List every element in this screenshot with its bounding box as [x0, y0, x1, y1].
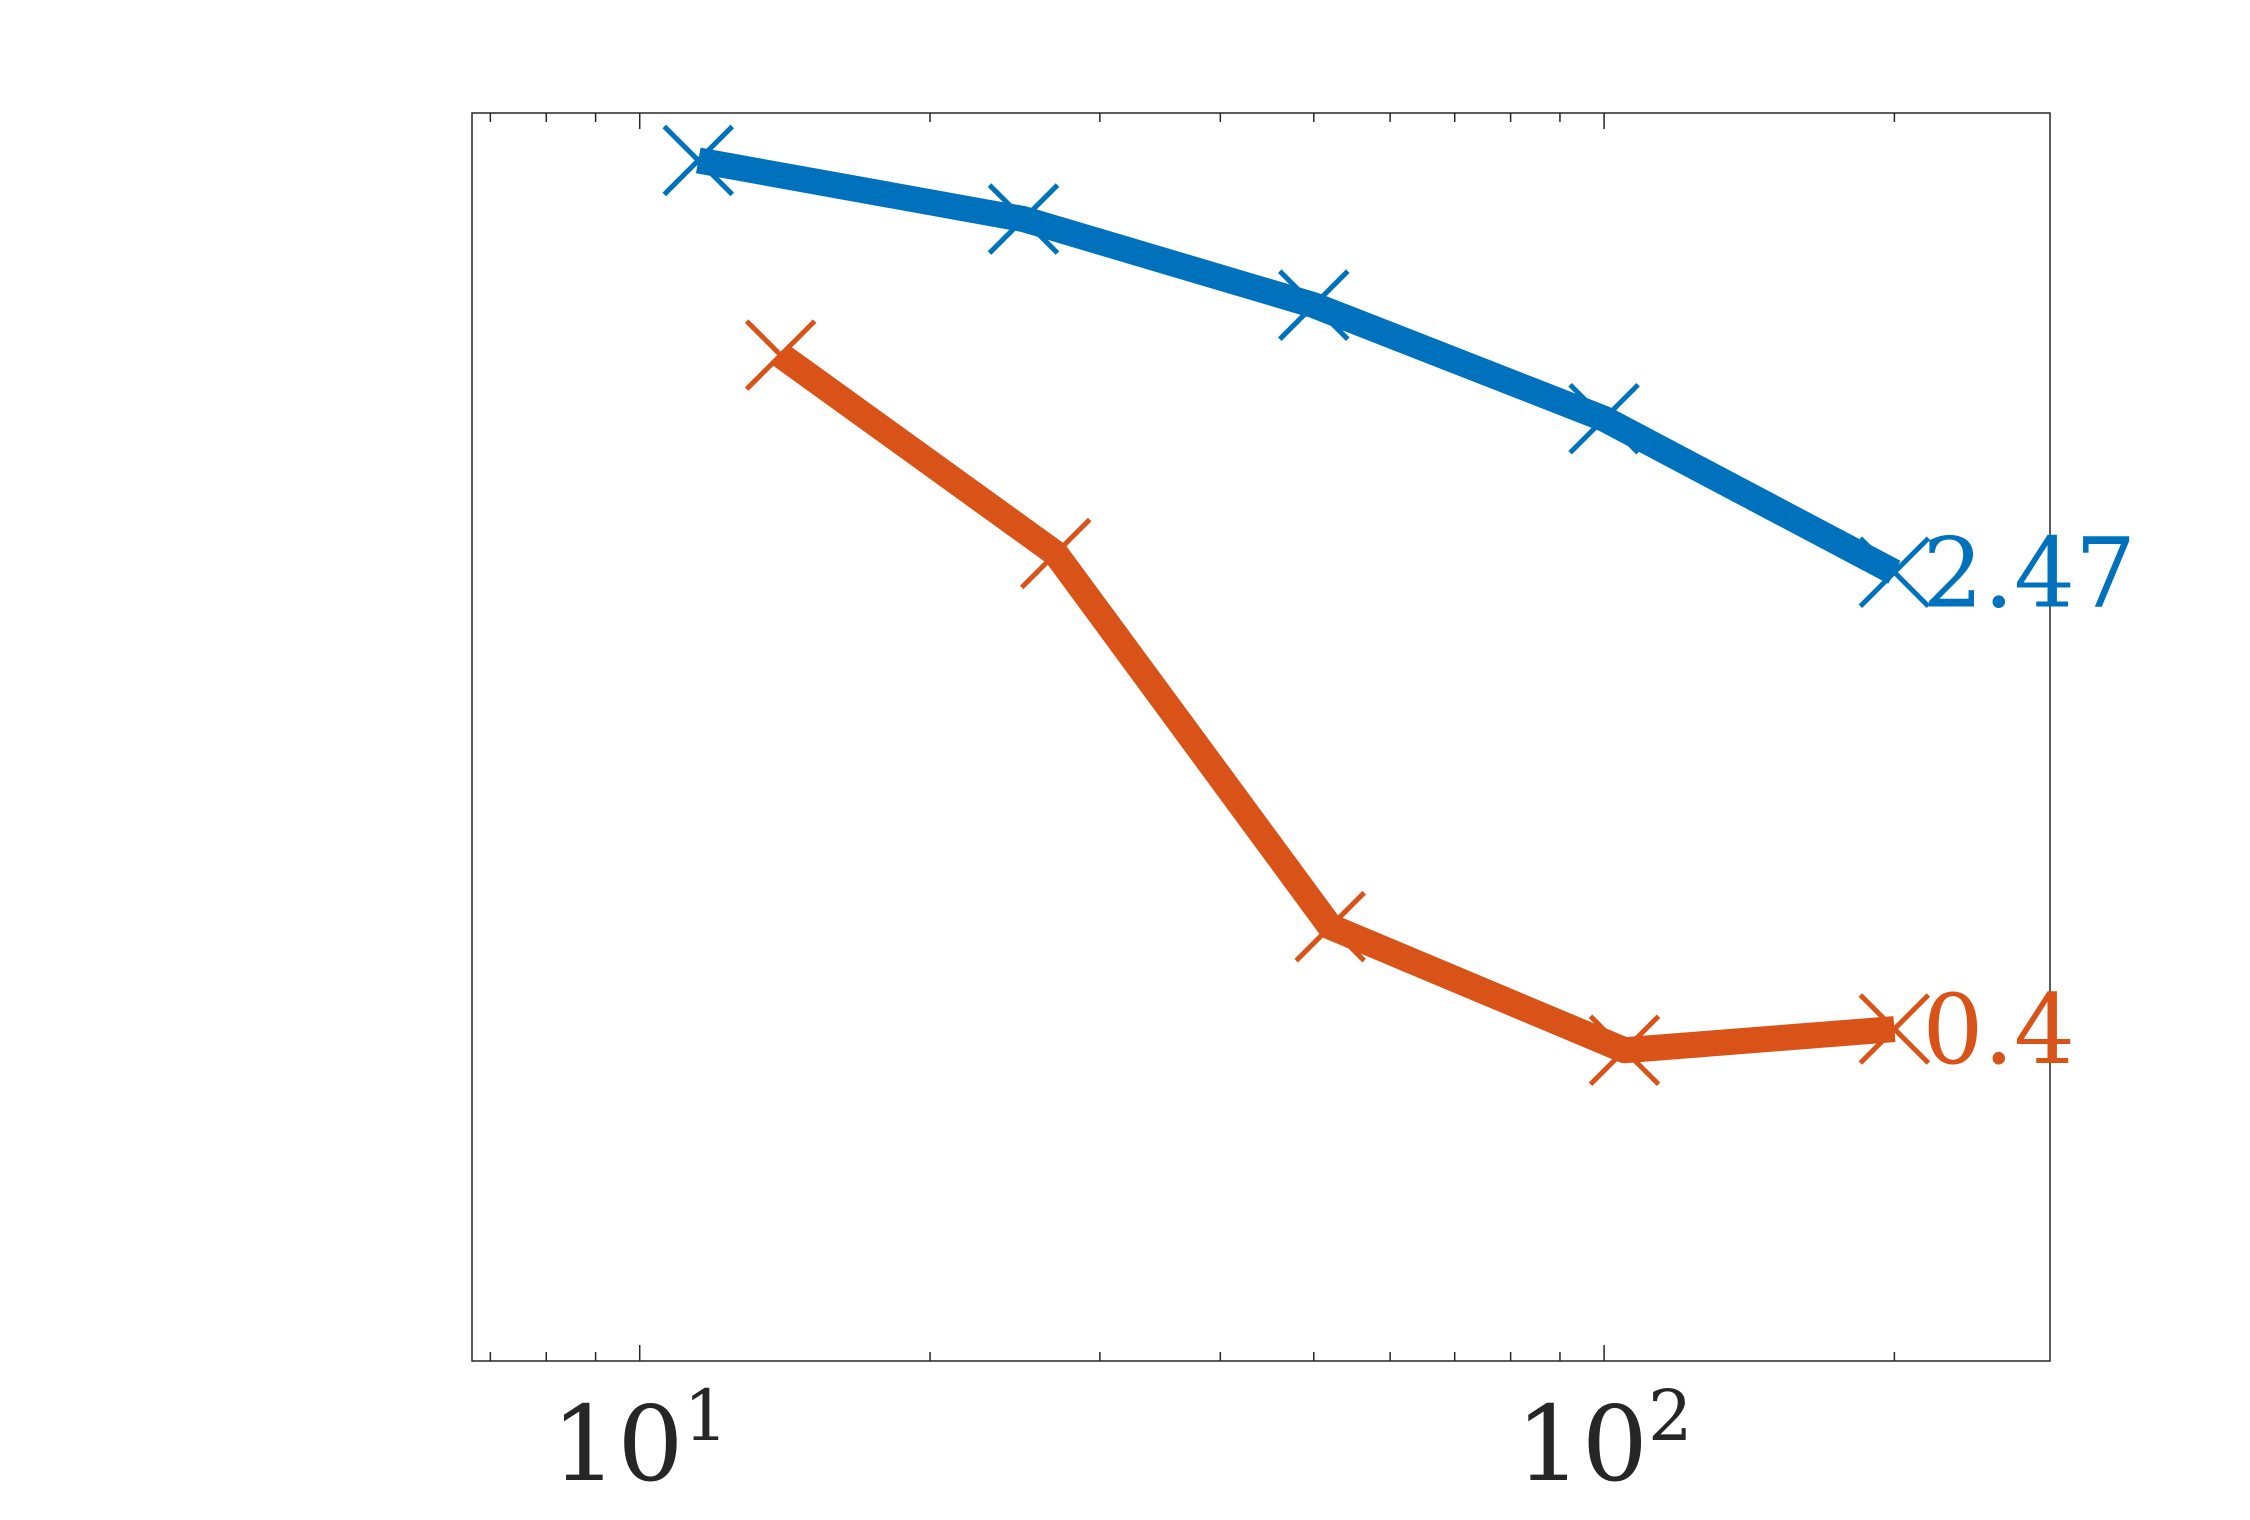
- data-point-marker: [1294, 890, 1366, 963]
- data-point-marker: [1858, 993, 1931, 1065]
- series-2: 0.4: [744, 319, 2075, 1087]
- series-end-label: 0.4: [1922, 974, 2075, 1086]
- data-point-marker: [1858, 536, 1931, 609]
- x-tick-label: 102: [1516, 1375, 1693, 1505]
- data-point-marker: [744, 319, 817, 391]
- x-minor-ticks: [489, 113, 1896, 1361]
- plot-area: [471, 112, 2051, 1362]
- x-tick-label: 101: [551, 1375, 728, 1505]
- series-end-label: 2.47: [1922, 517, 2136, 629]
- series-1: 2.47: [662, 124, 2136, 629]
- data-point-marker: [1019, 517, 1092, 590]
- data-point-marker: [987, 183, 1060, 255]
- data-point-marker: [662, 124, 735, 197]
- data-point-marker: [1278, 269, 1350, 341]
- series-layer: 2.47 0.4: [662, 124, 2136, 1087]
- data-point-marker: [1568, 382, 1640, 455]
- x-tick-labels: 101 102: [551, 1375, 1692, 1505]
- data-point-marker: [1588, 1014, 1661, 1087]
